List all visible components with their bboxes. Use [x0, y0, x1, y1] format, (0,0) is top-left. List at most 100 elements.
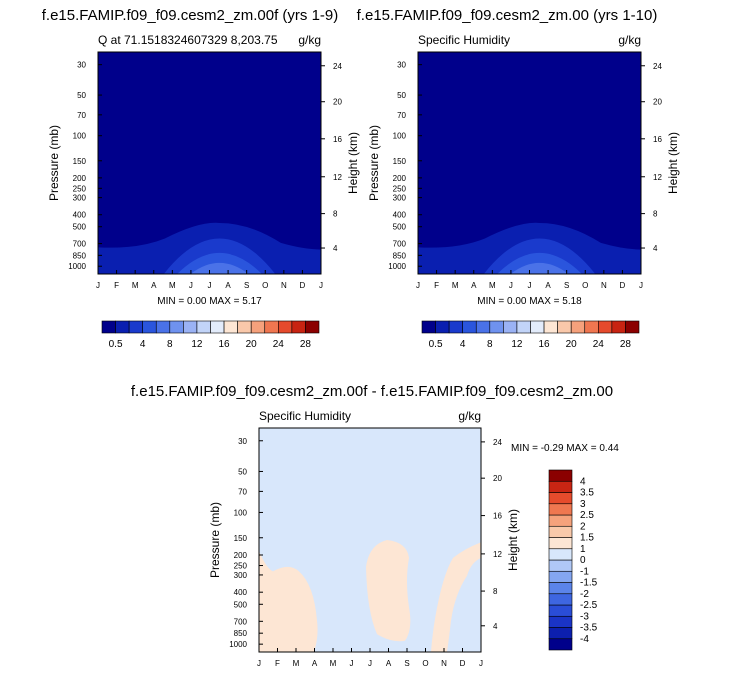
colorbar-label: -4	[580, 634, 589, 645]
colorbar-swatch	[503, 320, 518, 334]
colorbar-label: 24	[273, 339, 285, 350]
contour-band	[259, 551, 318, 652]
x-tick-label: J	[479, 659, 483, 668]
colorbar-swatch	[611, 320, 626, 334]
y-tick-label: 30	[238, 437, 247, 446]
colorbar-swatch	[548, 503, 573, 516]
colorbar-swatch	[250, 320, 266, 334]
y2-tick-label: 8	[493, 587, 498, 596]
y-tick-label: 250	[234, 562, 248, 571]
x-tick-label: O	[582, 281, 588, 290]
colorbar-label: 4	[460, 339, 466, 350]
colorbar-swatch	[543, 320, 558, 334]
colorbar-label: 12	[191, 339, 203, 350]
colorbar-swatch	[155, 320, 171, 334]
colorbar-label: -1	[580, 566, 589, 577]
colorbar-swatch	[598, 320, 613, 334]
colorbar-label: 28	[300, 339, 312, 350]
colorbar-label: -2	[580, 589, 589, 600]
y2-tick-label: 4	[653, 244, 658, 253]
y-tick-label: 400	[73, 211, 87, 220]
colorbar-label: 0.5	[109, 339, 123, 350]
y2-tick-label: 4	[333, 244, 338, 253]
colorbar-swatch	[210, 320, 225, 334]
y-tick-label: 300	[73, 194, 87, 203]
x-tick-label: M	[330, 659, 337, 668]
colorbar-swatch	[530, 320, 545, 334]
y-tick-label: 100	[73, 132, 87, 141]
colorbar-label: 2	[580, 521, 586, 532]
colorbar-label: 1	[580, 544, 586, 555]
colorbar-swatch	[548, 469, 573, 482]
colorbar-swatch	[421, 320, 436, 334]
colorbar-label: 4	[140, 339, 146, 350]
colorbar-swatch	[115, 320, 130, 334]
y-tick-label: 500	[234, 600, 248, 609]
x-tick-label: M	[132, 281, 139, 290]
x-tick-label: A	[545, 281, 551, 290]
y-tick-label: 250	[73, 184, 87, 193]
y-tick-label: 200	[73, 174, 87, 183]
colorbar-swatch	[548, 627, 573, 640]
colorbar-swatch	[305, 320, 320, 334]
chart-title: f.e15.FAMIP.f09_f09.cesm2_zm.00f (yrs 1-…	[42, 7, 339, 24]
contour-band	[366, 540, 411, 642]
x-tick-label: J	[189, 281, 193, 290]
colorbar-swatch	[264, 320, 279, 334]
contour-band	[190, 262, 249, 274]
colorbar-label: -3.5	[580, 623, 598, 634]
y-tick-label: 70	[238, 487, 247, 496]
x-tick-label: D	[460, 659, 466, 668]
chart-variable-label: Q at 71.1518324607329 8,203.75	[98, 33, 278, 47]
y-tick-label: 150	[393, 157, 407, 166]
y2-tick-label: 8	[653, 210, 658, 219]
y2-axis-label: Height (km)	[666, 132, 680, 194]
y-tick-label: 100	[234, 508, 248, 517]
colorbar-label: 0.5	[429, 339, 443, 350]
y-tick-label: 700	[234, 617, 248, 626]
chart-title: f.e15.FAMIP.f09_f09.cesm2_zm.00f - f.e15…	[131, 383, 613, 400]
colorbar-swatch	[223, 320, 238, 334]
x-tick-label: O	[422, 659, 428, 668]
colorbar-label: 12	[511, 339, 523, 350]
y2-tick-label: 16	[493, 512, 502, 521]
y-tick-label: 30	[77, 61, 86, 70]
y-tick-label: 300	[234, 571, 248, 580]
colorbar-swatch	[169, 320, 184, 334]
x-tick-label: S	[244, 281, 249, 290]
x-tick-label: D	[300, 281, 306, 290]
colorbar-swatch	[557, 320, 572, 334]
colorbar-swatch	[548, 559, 573, 572]
colorbar-swatch	[548, 525, 573, 538]
colorbar-swatch	[196, 320, 211, 334]
y2-tick-label: 16	[653, 135, 662, 144]
chart-units-label: g/kg	[618, 33, 641, 47]
x-tick-label: S	[404, 659, 409, 668]
y2-tick-label: 20	[493, 474, 502, 483]
y2-tick-label: 24	[333, 62, 342, 71]
colorbar-swatch	[183, 320, 198, 334]
colorbar: 0.5 4 8 12 16 20 24 28	[101, 320, 320, 350]
contour-band	[431, 542, 481, 652]
min-max-readout: MIN = -0.29 MAX = 0.44	[511, 443, 619, 454]
y-tick-label: 500	[393, 223, 407, 232]
x-tick-label: M	[293, 659, 300, 668]
colorbar-swatch	[570, 320, 586, 334]
y-tick-label: 700	[393, 240, 407, 249]
y-tick-label: 400	[234, 588, 248, 597]
y-tick-label: 500	[73, 223, 87, 232]
chart-title: f.e15.FAMIP.f09_f09.cesm2_zm.00 (yrs 1-1…	[357, 7, 658, 24]
x-tick-label: F	[114, 281, 119, 290]
y2-tick-label: 20	[653, 98, 662, 107]
colorbar-label: -1.5	[580, 578, 598, 589]
y-tick-label: 850	[234, 629, 248, 638]
colorbar: 0.5 4 8 12 16 20 24 28	[421, 320, 640, 350]
chart-variable-label: Specific Humidity	[259, 409, 351, 423]
x-tick-label: D	[620, 281, 626, 290]
chart-panel-3: f.e15.FAMIP.f09_f09.cesm2_zm.00f - f.e15…	[131, 383, 619, 668]
colorbar-swatch	[237, 320, 252, 334]
x-tick-label: N	[601, 281, 607, 290]
chart-variable-label: Specific Humidity	[418, 33, 510, 47]
x-tick-label: A	[386, 659, 392, 668]
x-tick-label: F	[275, 659, 280, 668]
